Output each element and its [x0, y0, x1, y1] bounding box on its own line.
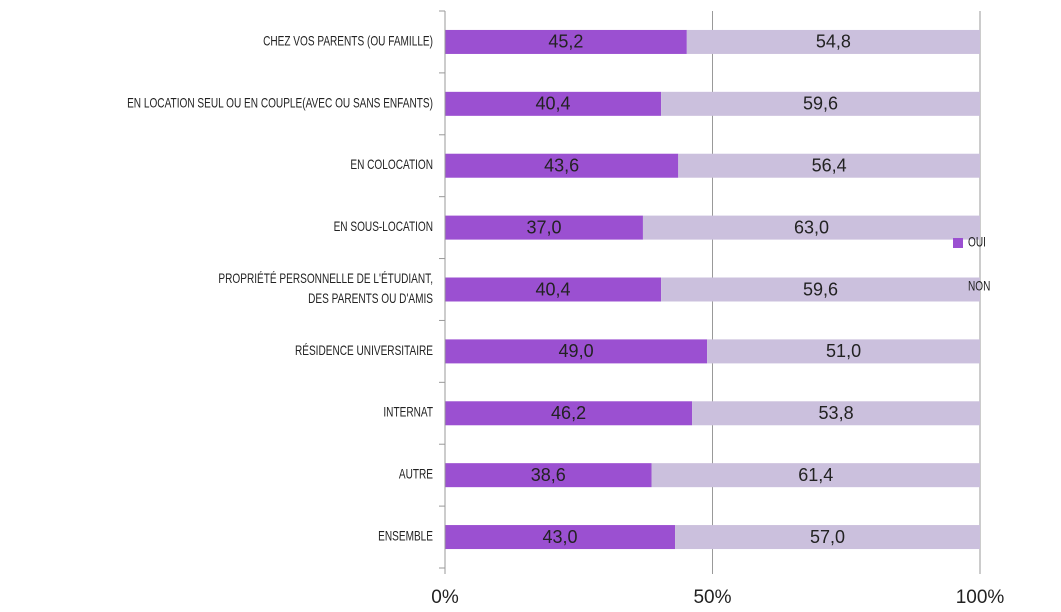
legend-label: NON — [968, 278, 990, 294]
value-label: 53,8 — [819, 403, 854, 423]
value-label: 43,6 — [544, 155, 579, 175]
bar-segment — [445, 339, 708, 364]
y-tick-label: ENSEMBLE — [378, 528, 433, 544]
value-label: 49,0 — [559, 341, 594, 361]
bar-segment — [445, 153, 679, 178]
category-label-group: EN COLOCATION — [350, 157, 433, 173]
y-tick-label: AUTRE — [399, 466, 433, 482]
bar-segment — [445, 463, 652, 488]
category-label-group: INTERNAT — [383, 404, 433, 420]
bar-segment — [661, 91, 980, 116]
category-label-group: RÉSIDENCE UNIVERSITAIRE — [295, 341, 433, 358]
y-tick-label: EN LOCATION SEUL OU EN COUPLE(AVEC OU SA… — [127, 95, 433, 111]
value-label: 54,8 — [816, 32, 851, 52]
value-label: 51,0 — [826, 341, 861, 361]
bar-segment — [675, 525, 980, 550]
bar-segment — [445, 277, 662, 302]
y-tick-label: RÉSIDENCE UNIVERSITAIRE — [295, 341, 433, 358]
value-label: 61,4 — [798, 465, 833, 485]
legend-label-group: OUI — [968, 234, 986, 250]
legend-label: OUI — [968, 234, 986, 250]
category-label-group: CHEZ VOS PARENTS (OU FAMILLE) — [263, 33, 433, 49]
category-label-group: AUTRE — [399, 466, 433, 482]
y-tick-label: EN SOUS-LOCATION — [334, 219, 433, 235]
value-label: 46,2 — [551, 403, 586, 423]
value-label: 56,4 — [812, 155, 847, 175]
y-tick-label: CHEZ VOS PARENTS (OU FAMILLE) — [263, 33, 433, 49]
y-tick-label: INTERNAT — [383, 404, 433, 420]
bar-segment — [445, 401, 693, 426]
value-label: 59,6 — [803, 279, 838, 299]
legend-swatch — [953, 282, 963, 292]
bar-segment — [445, 29, 687, 54]
value-label: 45,2 — [548, 32, 583, 52]
value-label: 37,0 — [526, 217, 561, 237]
value-label: 38,6 — [531, 465, 566, 485]
x-tick-label: 100% — [956, 587, 1005, 608]
value-label: 40,4 — [536, 279, 571, 299]
bar-segment — [707, 339, 980, 364]
bar-segment — [642, 215, 980, 240]
category-label-group: PROPRIÉTÉ PERSONNELLE DE L'ÉTUDIANT, DES … — [218, 269, 433, 306]
category-label-group: EN LOCATION SEUL OU EN COUPLE(AVEC OU SA… — [127, 95, 433, 111]
bar-segment — [445, 215, 643, 240]
bar-segment — [445, 91, 662, 116]
bar-segment — [678, 153, 980, 178]
legend-label-group: NON — [968, 278, 990, 294]
x-tick-label: 0% — [431, 587, 459, 608]
category-label-group: EN SOUS-LOCATION — [334, 219, 433, 235]
bar-segment — [686, 29, 980, 54]
value-label: 40,4 — [536, 94, 571, 114]
value-label: 57,0 — [810, 527, 845, 547]
y-tick-label: PROPRIÉTÉ PERSONNELLE DE L'ÉTUDIANT, DES … — [218, 269, 433, 306]
bar-segment — [445, 525, 676, 550]
value-label: 43,0 — [543, 527, 578, 547]
bar-segment — [692, 401, 980, 426]
x-tick-label: 50% — [693, 587, 731, 608]
category-label-group: ENSEMBLE — [378, 528, 433, 544]
legend-swatch — [953, 238, 963, 248]
value-label: 63,0 — [794, 217, 829, 237]
y-tick-label: EN COLOCATION — [350, 157, 433, 173]
value-label: 59,6 — [803, 94, 838, 114]
bar-segment — [651, 463, 980, 488]
bar-segment — [661, 277, 980, 302]
